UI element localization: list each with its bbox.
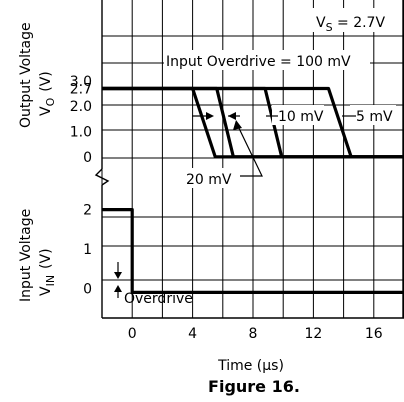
- figure-caption: Figure 16.: [208, 377, 300, 396]
- y-axis-title-input: Input Voltage: [18, 209, 34, 302]
- traces: [102, 86, 404, 294]
- arrow-head: [114, 285, 122, 292]
- output-trace: [102, 86, 404, 159]
- overdrive-label: Overdrive: [124, 291, 193, 307]
- x-tick-label: 0: [128, 326, 137, 342]
- label-20mv: 20 mV: [186, 172, 232, 188]
- leader-20mv: [235, 121, 263, 177]
- x-tick-label: 16: [365, 326, 383, 342]
- label-backdrop: [182, 168, 240, 188]
- arrow-head: [233, 120, 242, 130]
- label-5mv: 5 mV: [356, 109, 393, 125]
- y-axis-title-output: Output Voltage: [18, 22, 34, 128]
- arrow-head: [114, 272, 122, 279]
- label-backdrop: [272, 105, 324, 125]
- supply-voltage-label: VS = 2.7V: [316, 15, 385, 34]
- label-10mv: 10 mV: [278, 109, 324, 125]
- x-tick-label: 4: [188, 326, 197, 342]
- y-tick-label-input: 2: [83, 203, 92, 219]
- x-axis-title: Time (µs): [217, 358, 284, 374]
- y-axis-title-output-symbol: VO(V): [38, 71, 57, 116]
- x-tick-label: 8: [249, 326, 258, 342]
- arrow-head: [228, 112, 236, 120]
- y-tick-label-input: 1: [83, 242, 92, 258]
- y-tick-label-output: 2.0: [70, 99, 92, 115]
- y-tick-label-input: 0: [83, 281, 92, 297]
- y-tick-label-output: 2.7: [70, 82, 92, 98]
- input-trace: [102, 208, 404, 294]
- y-tick-label-output: 3.0: [70, 74, 92, 90]
- y-axis-title-input-symbol: VIN(V): [38, 248, 57, 296]
- arrow-head: [206, 112, 214, 120]
- label-backdrop: [312, 8, 400, 32]
- y-tick-label-output: 1.0: [70, 125, 92, 141]
- x-tick-label: 12: [304, 326, 322, 342]
- overdrive-title-label: Input Overdrive = 100 mV: [166, 54, 351, 70]
- axes: [94, 0, 404, 319]
- grid: [101, 0, 404, 318]
- axis-break: [94, 168, 110, 186]
- label-backdrop: [350, 105, 396, 125]
- label-backdrop: [164, 50, 370, 70]
- y-tick-label-output: 0: [83, 150, 92, 166]
